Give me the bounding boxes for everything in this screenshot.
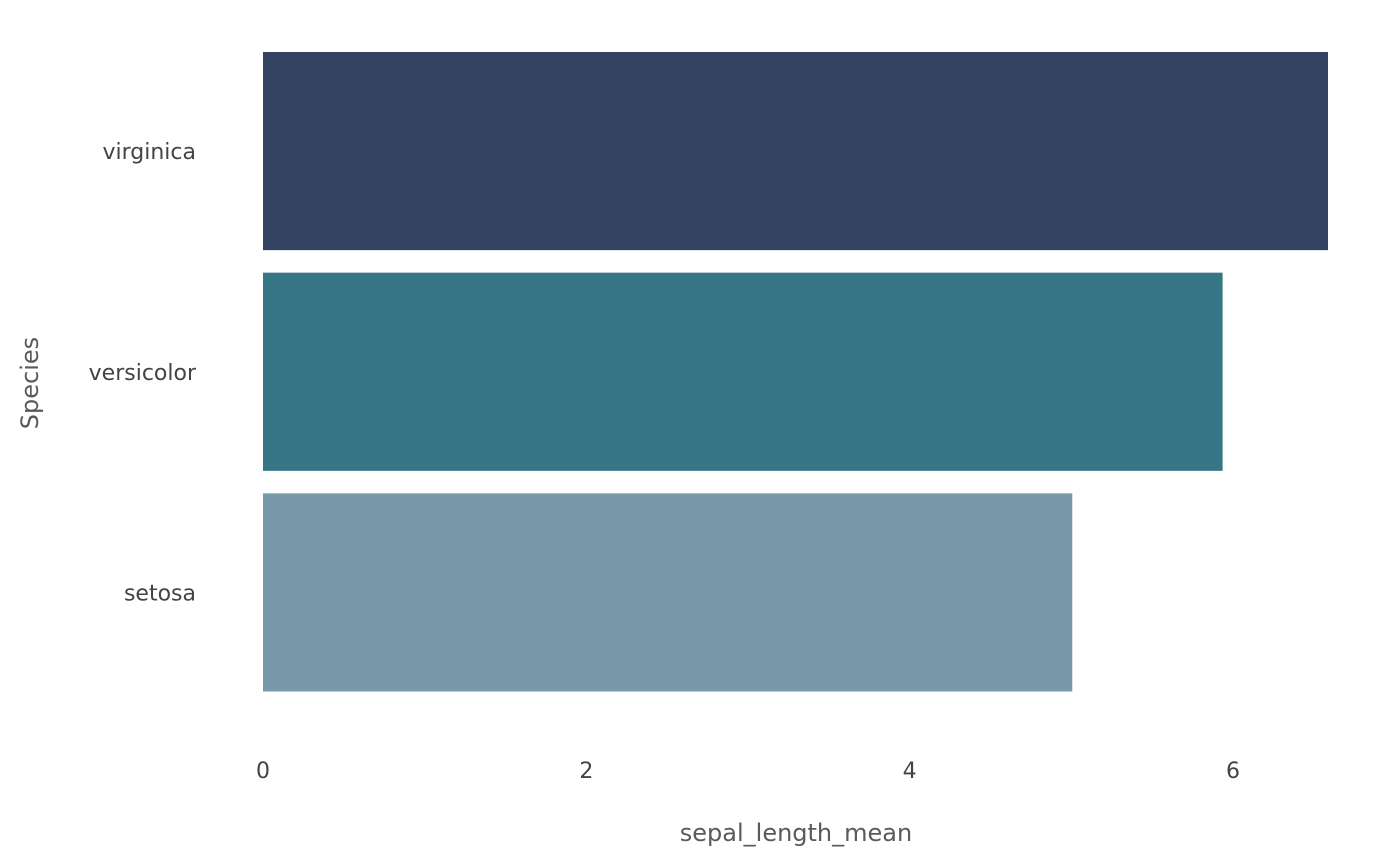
- bars-group: [263, 52, 1328, 692]
- x-tick-label-2: 2: [579, 759, 593, 784]
- y-axis-title: Species: [16, 337, 44, 429]
- bar-virginica: [263, 52, 1328, 251]
- y-tick-label-versicolor: versicolor: [89, 361, 197, 386]
- x-tick-labels: 0 2 4 6: [256, 759, 1240, 784]
- x-axis-title: sepal_length_mean: [680, 819, 912, 847]
- y-tick-label-setosa: setosa: [124, 581, 196, 606]
- bar-versicolor: [263, 272, 1223, 471]
- x-tick-label-6: 6: [1226, 759, 1240, 784]
- x-tick-label-0: 0: [256, 759, 270, 784]
- y-tick-label-virginica: virginica: [103, 140, 197, 165]
- x-tick-label-4: 4: [903, 759, 917, 784]
- bar-setosa: [263, 493, 1073, 692]
- y-tick-labels: virginica versicolor setosa: [89, 140, 197, 606]
